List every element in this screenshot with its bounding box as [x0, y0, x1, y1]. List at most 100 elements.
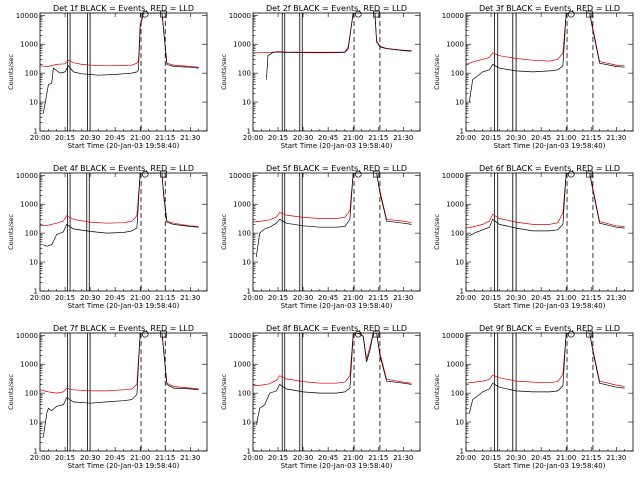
x-tick-label: 20:30	[506, 454, 526, 462]
circle-marker	[567, 330, 575, 338]
x-axis-label: Start Time (20-Jan-03 19:58:40)	[494, 462, 606, 470]
y-tick-label: 10000	[442, 332, 464, 340]
panel-title: Det 9f BLACK = Events, RED = LLD	[479, 324, 620, 333]
circle-marker	[567, 10, 575, 18]
events-series-line	[255, 333, 412, 425]
panel-8: Det 8f BLACK = Events, RED = LLD 20:00 20:…	[220, 324, 421, 470]
x-tick-label: 20:00	[456, 454, 476, 462]
y-tick-label: 1000	[20, 41, 38, 49]
y-axis-label: Counts/sec	[7, 374, 15, 410]
y-axis-label: Counts/sec	[220, 54, 228, 90]
y-tick-label: 100	[238, 230, 251, 238]
panel-title: Det 7f BLACK = Events, RED = LLD	[53, 324, 194, 333]
y-tick-label: 10000	[229, 332, 251, 340]
y-tick-label: 1000	[233, 41, 251, 49]
circle-marker	[354, 330, 362, 338]
lld-series-line	[253, 173, 412, 224]
x-tick-label: 21:30	[180, 454, 200, 462]
events-series-line	[468, 333, 625, 414]
y-tick-label: 100	[451, 390, 464, 398]
y-tick-label: 1000	[233, 361, 251, 369]
y-tick-label: 10	[455, 259, 464, 267]
x-tick-label: 20:15	[481, 454, 501, 462]
y-axis-label: Counts/sec	[220, 374, 228, 410]
x-tick-label: 20:15	[481, 134, 501, 142]
x-tick-label: 21:30	[180, 134, 200, 142]
x-tick-label: 21:30	[606, 294, 626, 302]
x-tick-label: 20:30	[293, 294, 313, 302]
plot-frame	[39, 332, 208, 452]
x-tick-label: 20:45	[105, 294, 125, 302]
events-series-line	[42, 13, 199, 114]
events-series-line	[43, 173, 199, 247]
x-tick-label: 20:30	[80, 134, 100, 142]
x-axis-label: Start Time (20-Jan-03 19:58:40)	[68, 142, 180, 150]
events-series-line	[266, 13, 412, 80]
x-tick-label: 20:00	[243, 454, 263, 462]
x-tick-label: 20:15	[481, 294, 501, 302]
square-marker	[373, 10, 380, 18]
x-tick-label: 21:15	[368, 134, 388, 142]
x-tick-label: 21:15	[581, 454, 601, 462]
square-marker	[586, 10, 593, 18]
lld-series-line	[253, 13, 412, 54]
panel-4: Det 4f BLACK = Events, RED = LLD 20:00 20:…	[7, 164, 208, 310]
y-tick-label: 1	[34, 128, 38, 136]
x-tick-label: 21:15	[581, 134, 601, 142]
x-tick-label: 21:15	[155, 454, 175, 462]
plot-frame	[39, 172, 208, 292]
circle-marker	[567, 170, 575, 178]
x-tick-label: 21:15	[155, 134, 175, 142]
x-tick-label: 20:00	[243, 134, 263, 142]
plot-frame	[252, 12, 421, 132]
y-tick-label: 10000	[229, 172, 251, 180]
x-tick-label: 20:30	[80, 294, 100, 302]
x-tick-label: 21:30	[606, 134, 626, 142]
x-tick-label: 21:15	[155, 294, 175, 302]
x-tick-label: 20:45	[105, 134, 125, 142]
panel-title: Det 8f BLACK = Events, RED = LLD	[266, 324, 407, 333]
circle-marker	[354, 10, 362, 18]
circle-marker	[141, 10, 149, 18]
panel-3: Det 3f BLACK = Events, RED = LLD 20:00 20:…	[433, 4, 634, 150]
y-tick-label: 1	[247, 448, 251, 456]
x-tick-label: 20:45	[531, 294, 551, 302]
x-tick-label: 21:30	[180, 294, 200, 302]
y-tick-label: 10	[29, 259, 38, 267]
y-tick-label: 100	[25, 70, 38, 78]
y-tick-label: 10000	[442, 172, 464, 180]
y-tick-label: 100	[451, 70, 464, 78]
x-tick-label: 20:30	[80, 454, 100, 462]
x-tick-label: 20:15	[55, 134, 75, 142]
x-tick-label: 21:00	[343, 294, 363, 302]
y-axis-label: Counts/sec	[220, 214, 228, 250]
y-tick-label: 10	[242, 99, 251, 107]
y-tick-label: 1000	[20, 361, 38, 369]
x-axis-label: Start Time (20-Jan-03 19:58:40)	[494, 142, 606, 150]
events-series-line	[42, 333, 199, 438]
y-tick-label: 1	[34, 288, 38, 296]
x-axis-label: Start Time (20-Jan-03 19:58:40)	[68, 302, 180, 310]
y-axis-label: Counts/sec	[433, 54, 441, 90]
y-tick-label: 10	[455, 99, 464, 107]
x-tick-label: 20:45	[318, 134, 338, 142]
x-tick-label: 20:45	[105, 454, 125, 462]
x-tick-label: 21:00	[556, 134, 576, 142]
y-tick-label: 1000	[233, 201, 251, 209]
y-tick-label: 1	[460, 128, 464, 136]
y-tick-label: 1000	[20, 201, 38, 209]
x-tick-label: 20:15	[268, 134, 288, 142]
x-tick-label: 21:00	[130, 294, 150, 302]
x-tick-label: 21:30	[393, 294, 413, 302]
circle-marker	[141, 170, 149, 178]
y-axis-label: Counts/sec	[7, 54, 15, 90]
x-tick-label: 20:45	[318, 454, 338, 462]
plot-frame	[252, 332, 421, 452]
lld-series-line	[40, 13, 199, 68]
lld-series-line	[40, 333, 199, 394]
panel-1: Det 1f BLACK = Events, RED = LLD 20:00 20:…	[7, 4, 208, 150]
y-tick-label: 1	[460, 448, 464, 456]
x-tick-label: 20:00	[456, 294, 476, 302]
x-tick-label: 21:30	[606, 454, 626, 462]
